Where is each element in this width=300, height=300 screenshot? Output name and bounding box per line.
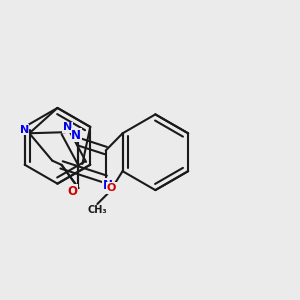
Text: N: N (20, 125, 29, 135)
Text: N: N (63, 122, 72, 132)
Text: O: O (67, 185, 77, 198)
Text: O: O (107, 183, 116, 193)
Text: N: N (103, 179, 113, 192)
Text: N: N (71, 129, 81, 142)
Text: CH₃: CH₃ (88, 205, 107, 215)
